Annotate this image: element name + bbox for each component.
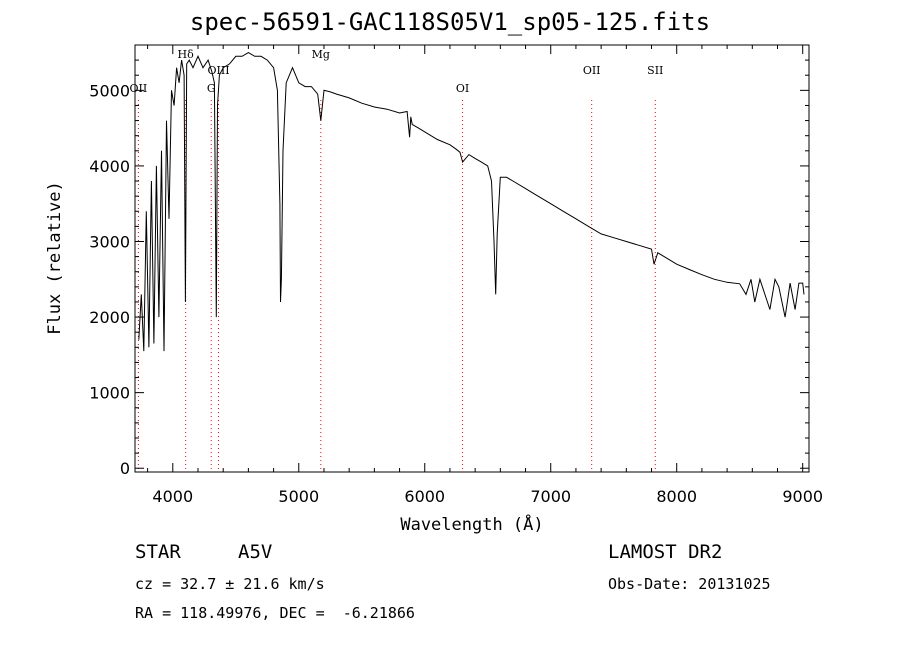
spectral-line-label: OI: [456, 82, 469, 95]
survey-name: LAMOST DR2: [608, 541, 723, 563]
spectral-line-label: Mg: [312, 48, 330, 61]
y-axis-label: Flux (relative): [45, 181, 65, 335]
spectral-line-label: Hδ: [178, 48, 195, 61]
plot-frame: [134, 44, 810, 473]
spectral-line-label: G: [207, 82, 216, 95]
y-tick-label: 2000: [89, 308, 130, 327]
x-tick-label: 5000: [278, 487, 319, 506]
redshift-text: cz = 32.7 ± 21.6 km/s: [135, 575, 325, 593]
coords-text: RA = 118.49976, DEC = -6.21866: [135, 604, 415, 622]
y-tick-label: 1000: [89, 384, 130, 403]
y-tick-label: 4000: [89, 157, 130, 176]
x-tick-label: 7000: [530, 487, 571, 506]
spectral-line-label: SII: [647, 64, 663, 77]
chart-title: spec-56591-GAC118S05V1_sp05-125.fits: [189, 8, 711, 36]
x-tick-label: 6000: [404, 487, 445, 506]
x-tick-label: 4000: [152, 487, 193, 506]
spectrum-line: [138, 52, 805, 352]
object-class: STAR: [135, 541, 181, 563]
x-tick-label: 8000: [656, 487, 697, 506]
spectral-line-label: OII: [583, 64, 601, 77]
y-tick-label: 5000: [89, 81, 130, 100]
object-subclass: A5V: [238, 541, 273, 563]
x-tick-label: 9000: [782, 487, 823, 506]
y-tick-label: 0: [120, 459, 130, 478]
spectral-line-label: OII: [130, 82, 148, 95]
x-axis-label: Wavelength (Å): [400, 513, 543, 535]
obs-date-text: Obs-Date: 20131025: [608, 575, 771, 593]
y-tick-label: 3000: [89, 232, 130, 251]
